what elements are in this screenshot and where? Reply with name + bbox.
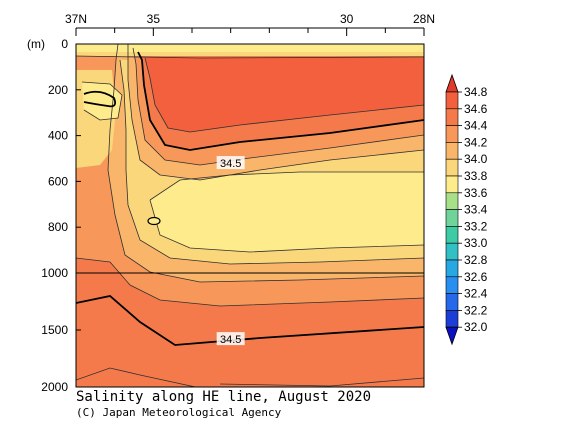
y-tick-label: 800: [48, 220, 68, 234]
contour-label: 34.5: [220, 334, 241, 346]
contour-label: 34.5: [220, 158, 241, 170]
colorbar-label: 33.4: [464, 203, 488, 217]
chart-title: Salinity along HE line, August 2020: [76, 389, 372, 405]
contour-line: [76, 257, 424, 307]
contour-line: [149, 199, 424, 253]
colorbar-segment: [445, 142, 459, 160]
contour-line-34-5-lower: [76, 295, 424, 346]
colorbar-label: 33.0: [464, 236, 488, 250]
y-tick-label: 0: [61, 37, 68, 51]
colorbar-segment: [445, 158, 459, 177]
colorbar-label: 32.8: [464, 253, 488, 267]
salinity-contour-fill: [76, 44, 424, 387]
y-tick-label: 200: [48, 83, 68, 97]
y-unit-label: (m): [27, 37, 45, 51]
contour-label-box: [216, 156, 245, 170]
colorbar-segment: [445, 310, 459, 328]
colorbar-label: 32.2: [464, 303, 488, 317]
colorbar-segment: [445, 209, 459, 227]
x-tick-label: 35: [147, 12, 161, 26]
x-tick-label: 37N: [65, 12, 87, 26]
contour-label-box: [216, 332, 245, 346]
colorbar-label: 33.2: [464, 219, 488, 233]
colorbar-segment: [445, 91, 459, 110]
colorbar-segment: [445, 226, 459, 244]
colorbar-label: 32.0: [464, 320, 488, 334]
colorbar-label: 34.0: [464, 152, 488, 166]
colorbar-segment: [445, 276, 459, 294]
contour-lines: 34.5 34.5: [76, 44, 424, 387]
colorbar-segment: [445, 259, 459, 278]
colorbar-segment: [445, 192, 459, 210]
x-tick-label: 30: [340, 12, 354, 26]
colorbar-label: 34.8: [464, 85, 488, 99]
colorbar-label: 34.6: [464, 102, 488, 116]
colorbar-label: 33.8: [464, 169, 488, 183]
colorbar-segment: [445, 108, 459, 126]
axis-ticks: 37N 35 30 28N (m) 0 200 400 600 800 1000 1500 2000: [27, 12, 435, 394]
contour-line: [76, 367, 198, 387]
y-tick-label: 400: [48, 129, 68, 143]
colorbar-segment: [445, 293, 459, 311]
band-salinity-min-core: [150, 172, 424, 252]
chart-axes: [75, 27, 425, 388]
plot-frame: [75, 43, 425, 388]
y-tick-label: 1000: [41, 266, 68, 280]
colorbar-label: 33.6: [464, 186, 488, 200]
band-surface-film: [76, 44, 424, 52]
colorbar-segment: [445, 242, 459, 261]
contour-line: [144, 57, 424, 133]
contour-line: [132, 47, 424, 166]
contour-line: [219, 377, 424, 387]
colorbar-label: 32.6: [464, 270, 488, 284]
x-tick-label: 28N: [413, 12, 435, 26]
contour-line: [81, 81, 123, 121]
contour-line-34-5-upper: [137, 51, 424, 151]
colorbar-bottom-arrow: [445, 326, 459, 346]
y-tick-label: 1500: [41, 323, 68, 337]
colorbar-label: 34.2: [464, 135, 488, 149]
chart-credit: (C) Japan Meteorological Agency: [76, 406, 282, 419]
band-lower-1: [76, 293, 424, 387]
contour-line: [127, 44, 424, 181]
colorbar-label: 34.4: [464, 119, 488, 133]
contour-line: [107, 44, 424, 283]
contour-line: [76, 55, 424, 59]
colorbar-label: 32.4: [464, 287, 488, 301]
contour-line-north-core: [83, 90, 117, 108]
colorbar-segment: [445, 125, 459, 143]
colorbar-top-arrow: [445, 73, 459, 93]
band-subsurface-core: [145, 58, 424, 132]
y-tick-label: 600: [48, 174, 68, 188]
colorbar-segment: [445, 175, 459, 194]
contour-line: [119, 59, 424, 265]
colorbar: 34.8 34.6 34.4 34.2 34.0 33.8 33.6 33.4 33.2 33.0…: [445, 73, 488, 346]
y-tick-label: 2000: [41, 380, 68, 394]
contour-line: [147, 216, 161, 226]
